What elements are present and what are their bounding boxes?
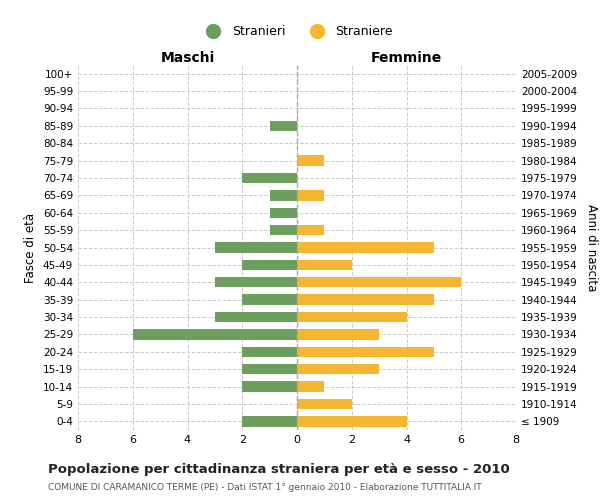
Y-axis label: Anni di nascita: Anni di nascita	[586, 204, 598, 291]
Bar	[297, 190, 325, 200]
Bar	[242, 173, 297, 183]
Bar	[215, 277, 297, 287]
Bar	[242, 416, 297, 426]
Bar	[269, 208, 297, 218]
Bar	[297, 416, 407, 426]
Text: Maschi: Maschi	[160, 51, 215, 65]
Bar	[297, 277, 461, 287]
Bar	[297, 242, 434, 252]
Bar	[297, 225, 325, 235]
Bar	[269, 190, 297, 200]
Bar	[297, 346, 434, 357]
Legend: Stranieri, Straniere: Stranieri, Straniere	[196, 20, 398, 43]
Bar	[269, 120, 297, 131]
Bar	[297, 156, 325, 166]
Bar	[297, 260, 352, 270]
Bar	[242, 346, 297, 357]
Bar	[269, 225, 297, 235]
Bar	[297, 398, 352, 409]
Bar	[297, 364, 379, 374]
Text: Femmine: Femmine	[371, 51, 442, 65]
Bar	[242, 364, 297, 374]
Bar	[242, 294, 297, 305]
Bar	[133, 329, 297, 340]
Bar	[242, 260, 297, 270]
Bar	[215, 242, 297, 252]
Text: Popolazione per cittadinanza straniera per età e sesso - 2010: Popolazione per cittadinanza straniera p…	[48, 462, 510, 475]
Bar	[297, 382, 325, 392]
Bar	[297, 312, 407, 322]
Bar	[297, 294, 434, 305]
Bar	[297, 329, 379, 340]
Bar	[242, 382, 297, 392]
Bar	[215, 312, 297, 322]
Y-axis label: Fasce di età: Fasce di età	[25, 212, 37, 282]
Text: COMUNE DI CARAMANICO TERME (PE) - Dati ISTAT 1° gennaio 2010 - Elaborazione TUTT: COMUNE DI CARAMANICO TERME (PE) - Dati I…	[48, 482, 482, 492]
